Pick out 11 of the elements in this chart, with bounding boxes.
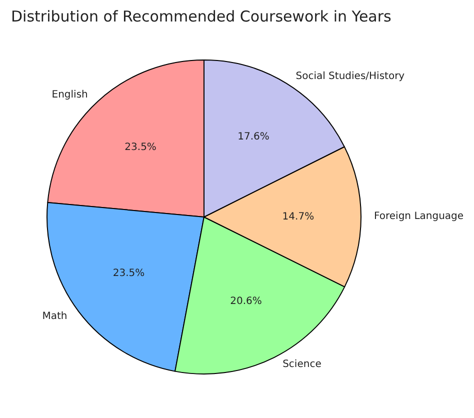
data-label: 23.5% xyxy=(124,142,156,153)
chart-title: Distribution of Recommended Coursework in Years xyxy=(11,8,392,26)
slice-label: Science xyxy=(282,359,322,370)
data-label: 20.6% xyxy=(230,296,262,307)
data-label: 17.6% xyxy=(238,131,270,142)
data-label: 23.5% xyxy=(112,268,145,280)
slice-label: English xyxy=(52,90,88,101)
slice-label: Foreign Language xyxy=(374,211,464,222)
data-label: 14.7% xyxy=(282,211,314,222)
slice-label: Math xyxy=(42,310,68,322)
slice-label: Social Studies/History xyxy=(296,71,405,82)
